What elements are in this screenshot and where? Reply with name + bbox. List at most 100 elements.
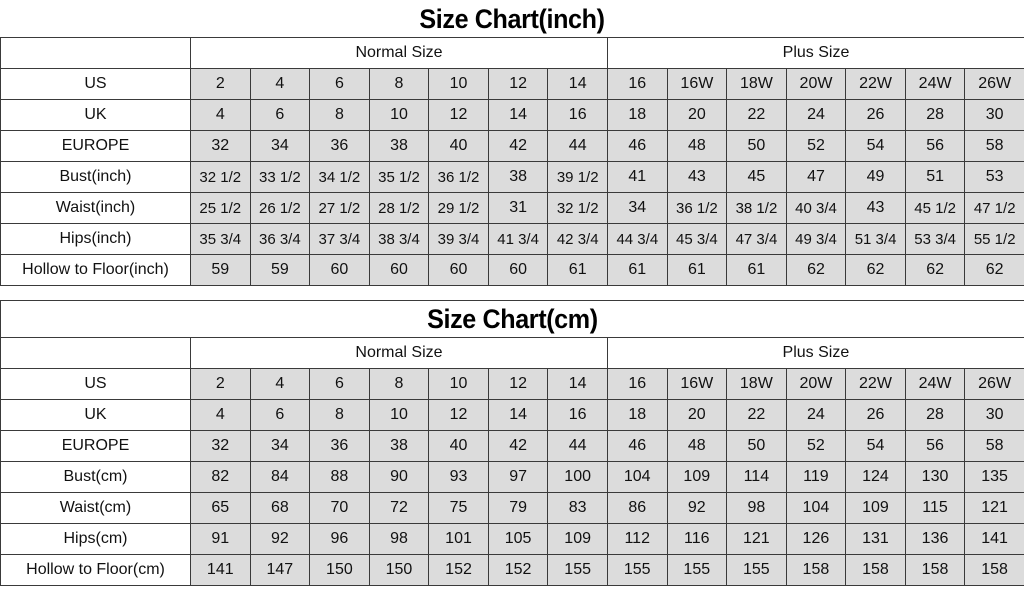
table-cell: 47 3/4 <box>726 223 787 255</box>
table-cell: 68 <box>249 492 311 524</box>
row-label-bust-cm: Bust(cm) <box>0 461 191 493</box>
group-header-blank-cell <box>0 37 191 69</box>
group-header-row: Normal Size Plus Size <box>0 337 1024 369</box>
table-row: Bust(inch) 32 1/2 33 1/2 34 1/2 35 1/2 36 1/2… <box>0 161 1024 193</box>
table-cell: 40 <box>428 130 489 162</box>
table-cell: 109 <box>845 492 906 524</box>
table-cell: 36 1/2 <box>666 192 728 224</box>
table-gap-spacer <box>0 286 1024 300</box>
table-cell: 65 <box>190 492 251 524</box>
table-cell: 36 1/2 <box>428 161 489 193</box>
table-cell: 150 <box>309 554 370 586</box>
table-cell: 44 <box>547 430 608 462</box>
table-cell: 83 <box>547 492 608 524</box>
table-cell: 16W <box>666 368 728 400</box>
table-cell: 51 <box>904 161 966 193</box>
table-cell: 24 <box>785 399 847 431</box>
table-cell: 6 <box>309 68 370 100</box>
table-cell: 109 <box>666 461 728 493</box>
table-cell: 45 1/2 <box>904 192 966 224</box>
table-cell: 52 <box>785 130 847 162</box>
table-cell: 26W <box>964 68 1024 100</box>
table-cell: 39 1/2 <box>547 161 609 193</box>
table-cell: 30 <box>964 99 1024 131</box>
size-chart-inch-block: Size Chart(inch) Normal Size Plus Size US 2… <box>0 0 1024 286</box>
table-cell: 38 3/4 <box>368 223 430 255</box>
table-cell: 26 1/2 <box>249 192 311 224</box>
table-cell: 49 <box>845 161 906 193</box>
table-cell: 2 <box>190 368 251 400</box>
group-header-normal-size: Normal Size <box>190 337 608 369</box>
table-row: Waist(inch) 25 1/2 26 1/2 27 1/2 28 1/2 29 1/… <box>0 192 1024 224</box>
table-cell: 92 <box>249 523 311 555</box>
table-cell: 8 <box>368 368 430 400</box>
table-cell: 155 <box>666 554 728 586</box>
table-cell: 16 <box>547 99 609 131</box>
group-header-plus-size: Plus Size <box>607 37 1024 69</box>
table-cell: 41 <box>607 161 668 193</box>
row-label-waist-cm: Waist(cm) <box>0 492 191 524</box>
table-cell: 158 <box>964 554 1024 586</box>
table-cell: 61 <box>547 254 609 286</box>
table-cell: 70 <box>309 492 370 524</box>
row-label-uk: UK <box>0 399 191 431</box>
size-chart-cm-title-text: Size Chart(cm) <box>427 304 598 334</box>
table-cell: 25 1/2 <box>190 192 251 224</box>
table-cell: 14 <box>547 68 609 100</box>
table-cell: 114 <box>726 461 787 493</box>
table-cell: 60 <box>368 254 430 286</box>
table-cell: 56 <box>904 430 966 462</box>
table-cell: 88 <box>309 461 370 493</box>
table-cell: 158 <box>845 554 906 586</box>
table-cell: 10 <box>368 399 430 431</box>
table-cell: 18W <box>726 68 787 100</box>
table-cell: 45 3/4 <box>666 223 728 255</box>
table-cell: 121 <box>726 523 787 555</box>
table-cell: 147 <box>249 554 311 586</box>
table-cell: 30 <box>964 399 1024 431</box>
table-cell: 50 <box>726 130 787 162</box>
table-cell: 158 <box>904 554 966 586</box>
table-cell: 112 <box>606 523 668 555</box>
table-cell: 53 3/4 <box>904 223 966 255</box>
table-cell: 4 <box>249 68 311 100</box>
table-cell: 20W <box>785 68 847 100</box>
table-cell: 18 <box>607 99 668 131</box>
table-cell: 55 1/2 <box>964 223 1024 255</box>
table-cell: 8 <box>368 68 430 100</box>
table-cell: 152 <box>428 554 489 586</box>
table-cell: 155 <box>726 554 787 586</box>
table-cell: 34 <box>607 192 668 224</box>
table-cell: 22 <box>726 399 787 431</box>
table-cell: 155 <box>547 554 608 586</box>
table-row: Bust(cm) 82 84 88 90 93 97 100 104 109 114 119 124 13… <box>0 461 1024 493</box>
table-cell: 84 <box>249 461 311 493</box>
table-cell: 131 <box>845 523 906 555</box>
table-cell: 20W <box>785 368 847 400</box>
table-cell: 43 <box>666 161 728 193</box>
table-cell: 121 <box>964 492 1024 524</box>
table-cell: 33 1/2 <box>249 161 311 193</box>
table-cell: 98 <box>726 492 787 524</box>
row-label-hollow-to-floor-cm: Hollow to Floor(cm) <box>0 554 191 586</box>
table-cell: 36 3/4 <box>249 223 311 255</box>
table-cell: 38 <box>368 430 430 462</box>
size-chart-inch-table: Normal Size Plus Size US 2 4 6 8 10 12 14 16 16W 18W… <box>0 37 1024 286</box>
table-cell: 10 <box>428 368 489 400</box>
table-cell: 16 <box>547 399 608 431</box>
table-cell: 22W <box>845 368 906 400</box>
table-cell: 34 <box>249 130 311 162</box>
table-cell: 48 <box>666 130 728 162</box>
table-cell: 18W <box>726 368 787 400</box>
table-cell: 61 <box>726 254 787 286</box>
table-cell: 42 <box>487 430 549 462</box>
table-cell: 54 <box>845 430 906 462</box>
table-cell: 16 <box>606 368 668 400</box>
table-cell: 45 <box>726 161 787 193</box>
table-cell: 26W <box>964 368 1024 400</box>
table-cell: 38 1/2 <box>726 192 787 224</box>
table-cell: 22W <box>845 68 906 100</box>
table-cell: 62 <box>785 254 847 286</box>
table-cell: 62 <box>964 254 1024 286</box>
table-cell: 38 <box>487 161 549 193</box>
